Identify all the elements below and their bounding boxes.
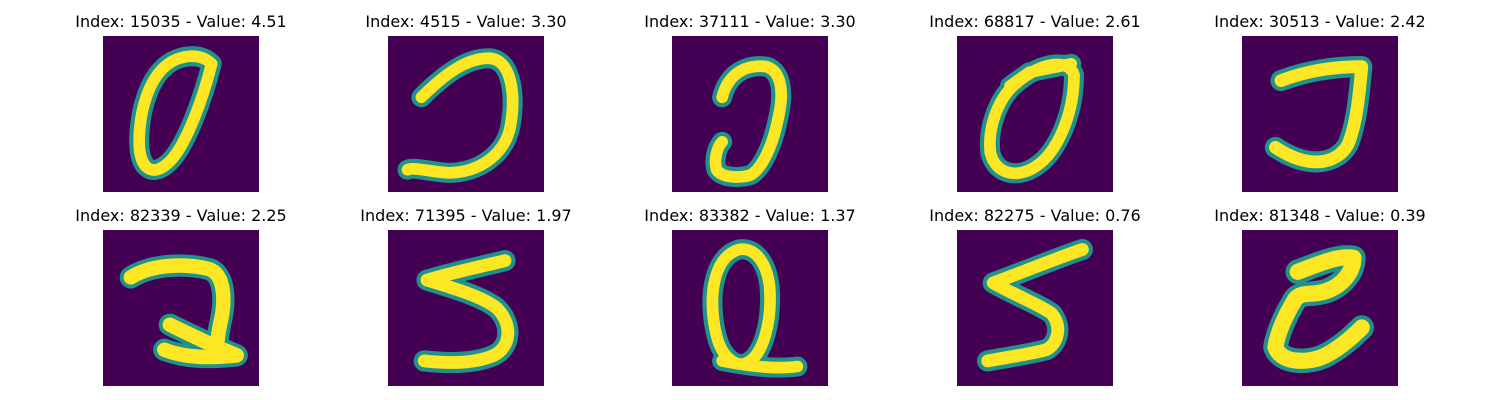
panel-title: Index: 30513 - Value: 2.42 <box>1214 12 1426 31</box>
digit-image <box>672 230 828 386</box>
digit-image <box>1242 230 1398 386</box>
panel-title: Index: 82339 - Value: 2.25 <box>75 206 287 225</box>
panel-title: Index: 15035 - Value: 4.51 <box>75 12 287 31</box>
panel-title: Index: 71395 - Value: 1.97 <box>360 206 572 225</box>
panel-title: Index: 68817 - Value: 2.61 <box>929 12 1141 31</box>
digit-image <box>103 36 259 192</box>
panel-title: Index: 83382 - Value: 1.37 <box>644 206 856 225</box>
digit-image <box>103 230 259 386</box>
digit-image <box>672 36 828 192</box>
digit-image <box>957 36 1113 192</box>
panel-title: Index: 4515 - Value: 3.30 <box>365 12 567 31</box>
panel-title: Index: 82275 - Value: 0.76 <box>929 206 1141 225</box>
panel-title: Index: 37111 - Value: 3.30 <box>644 12 856 31</box>
panel-title: Index: 81348 - Value: 0.39 <box>1214 206 1426 225</box>
digit-image <box>1242 36 1398 192</box>
digit-image <box>957 230 1113 386</box>
digit-image <box>388 36 544 192</box>
digit-image <box>388 230 544 386</box>
